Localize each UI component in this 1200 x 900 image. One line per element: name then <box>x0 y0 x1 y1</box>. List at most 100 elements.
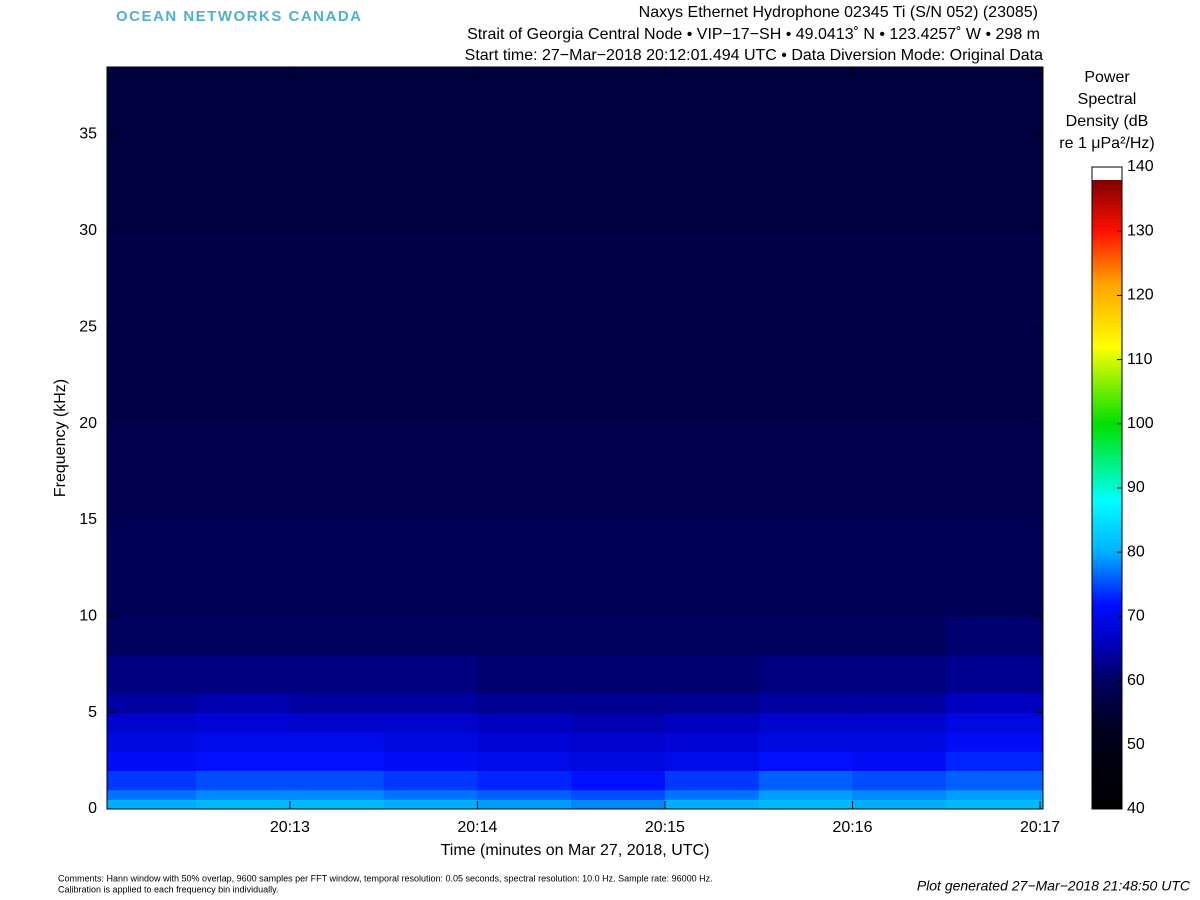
heatmap-cell <box>758 751 853 771</box>
heatmap-cell <box>477 799 572 810</box>
heatmap-cell <box>383 799 478 810</box>
heatmap-cell <box>946 751 1044 771</box>
heatmap-cell <box>196 731 291 752</box>
heatmap-cell <box>289 67 385 232</box>
plot-frame <box>106 66 1044 810</box>
heatmap-cell <box>946 654 1044 694</box>
heatmap-cell <box>107 751 197 771</box>
heatmap-cell <box>571 616 666 656</box>
heatmap-cell <box>477 712 572 733</box>
logo: OCEAN NETWORKS CANADA <box>116 8 363 25</box>
heatmap-cell <box>946 616 1044 656</box>
heatmap-cell <box>946 799 1044 810</box>
heatmap-cell <box>852 519 947 617</box>
heatmap-cell <box>852 230 947 328</box>
heatmap-cell <box>383 616 478 656</box>
heatmap-cell <box>107 616 197 656</box>
heatmap-cell <box>196 751 291 771</box>
heatmap-cell <box>477 616 572 656</box>
heatmap-cell <box>571 751 666 771</box>
heatmap-cell <box>946 230 1044 328</box>
colorbar-tick-label: 110 <box>1127 351 1153 368</box>
heatmap-cell <box>852 770 947 791</box>
heatmap-cell <box>758 616 853 656</box>
heatmap-cell <box>107 327 197 425</box>
heatmap-cell <box>571 789 666 800</box>
heatmap-cell <box>289 789 385 800</box>
heatmap-cell <box>477 770 572 791</box>
colorbar-title: Spectral <box>1078 91 1137 108</box>
heatmap-cell <box>758 712 853 733</box>
heatmap-cell <box>383 712 478 733</box>
heatmap-cell <box>196 712 291 733</box>
colorbar-tick-label: 90 <box>1127 479 1145 496</box>
heatmap-cell <box>852 616 947 656</box>
heatmap-cell <box>289 731 385 752</box>
y-tick-label: 35 <box>79 126 97 143</box>
x-axis-label: Time (minutes on Mar 27, 2018, UTC) <box>441 842 710 859</box>
heatmap-cell <box>571 770 666 791</box>
heatmap-cell <box>289 519 385 617</box>
colorbar-tick-label: 40 <box>1127 800 1145 817</box>
heatmap-cell <box>664 423 760 521</box>
colorbar-title: Density (dB <box>1066 113 1149 130</box>
y-tick-label: 30 <box>79 222 97 239</box>
title-line: Strait of Georgia Central Node • VIP−17−… <box>467 26 1040 43</box>
heatmap-cell <box>571 67 666 232</box>
heatmap-cell <box>107 423 197 521</box>
heatmap-cell <box>289 770 385 791</box>
heatmap-cell <box>571 731 666 752</box>
comment: Calibration is applied to each frequency… <box>58 884 278 894</box>
colorbar-tick-label: 100 <box>1127 415 1154 432</box>
heatmap-cell <box>946 67 1044 232</box>
heatmap-cell <box>571 230 666 328</box>
heatmap-cell <box>571 693 666 714</box>
heatmap-cell <box>571 519 666 617</box>
heatmap-cell <box>571 799 666 810</box>
heatmap-cell <box>289 712 385 733</box>
heatmap-cell <box>383 519 478 617</box>
heatmap-cell <box>946 693 1044 714</box>
heatmap-cell <box>758 731 853 752</box>
heatmap-cell <box>758 230 853 328</box>
heatmap-cell <box>664 327 760 425</box>
heatmap-cell <box>571 423 666 521</box>
heatmap-cell <box>196 789 291 800</box>
title-line: Start time: 27−Mar−2018 20:12:01.494 UTC… <box>465 47 1043 64</box>
heatmap-cell <box>852 67 947 232</box>
heatmap-cell <box>107 230 197 328</box>
colorbar-tick-label: 60 <box>1127 672 1145 689</box>
colorbar-title: Power <box>1084 69 1130 86</box>
heatmap-cell <box>289 423 385 521</box>
x-tick-label: 20:16 <box>832 819 872 836</box>
heatmap-cell <box>758 789 853 800</box>
y-tick-label: 0 <box>88 800 97 817</box>
heatmap-cell <box>196 654 291 694</box>
heatmap-cell <box>477 423 572 521</box>
y-tick-label: 15 <box>79 511 97 528</box>
heatmap-cell <box>477 693 572 714</box>
heatmap-cell <box>477 751 572 771</box>
heatmap-cell <box>852 751 947 771</box>
heatmap-cell <box>107 654 197 694</box>
heatmap-cell <box>571 654 666 694</box>
heatmap-cell <box>477 789 572 800</box>
heatmap-cell <box>107 712 197 733</box>
comment: Comments: Hann window with 50% overlap, … <box>58 873 713 883</box>
heatmap-cell <box>664 751 760 771</box>
heatmap-cell <box>946 770 1044 791</box>
heatmap-cell <box>477 519 572 617</box>
heatmap-cell <box>107 693 197 714</box>
heatmap-cell <box>383 67 478 232</box>
heatmap-cell <box>477 654 572 694</box>
colorbar-tick-label: 70 <box>1127 608 1145 625</box>
heatmap-cell <box>852 789 947 800</box>
heatmap-cell <box>852 654 947 694</box>
generated-note: Plot generated 27−Mar−2018 21:48:50 UTC <box>917 878 1191 894</box>
colorbar-tick-label: 140 <box>1127 158 1154 175</box>
heatmap-cell <box>664 731 760 752</box>
heatmap-cell <box>664 519 760 617</box>
y-axis-label: Frequency (kHz) <box>52 379 69 497</box>
heatmap-cell <box>664 693 760 714</box>
